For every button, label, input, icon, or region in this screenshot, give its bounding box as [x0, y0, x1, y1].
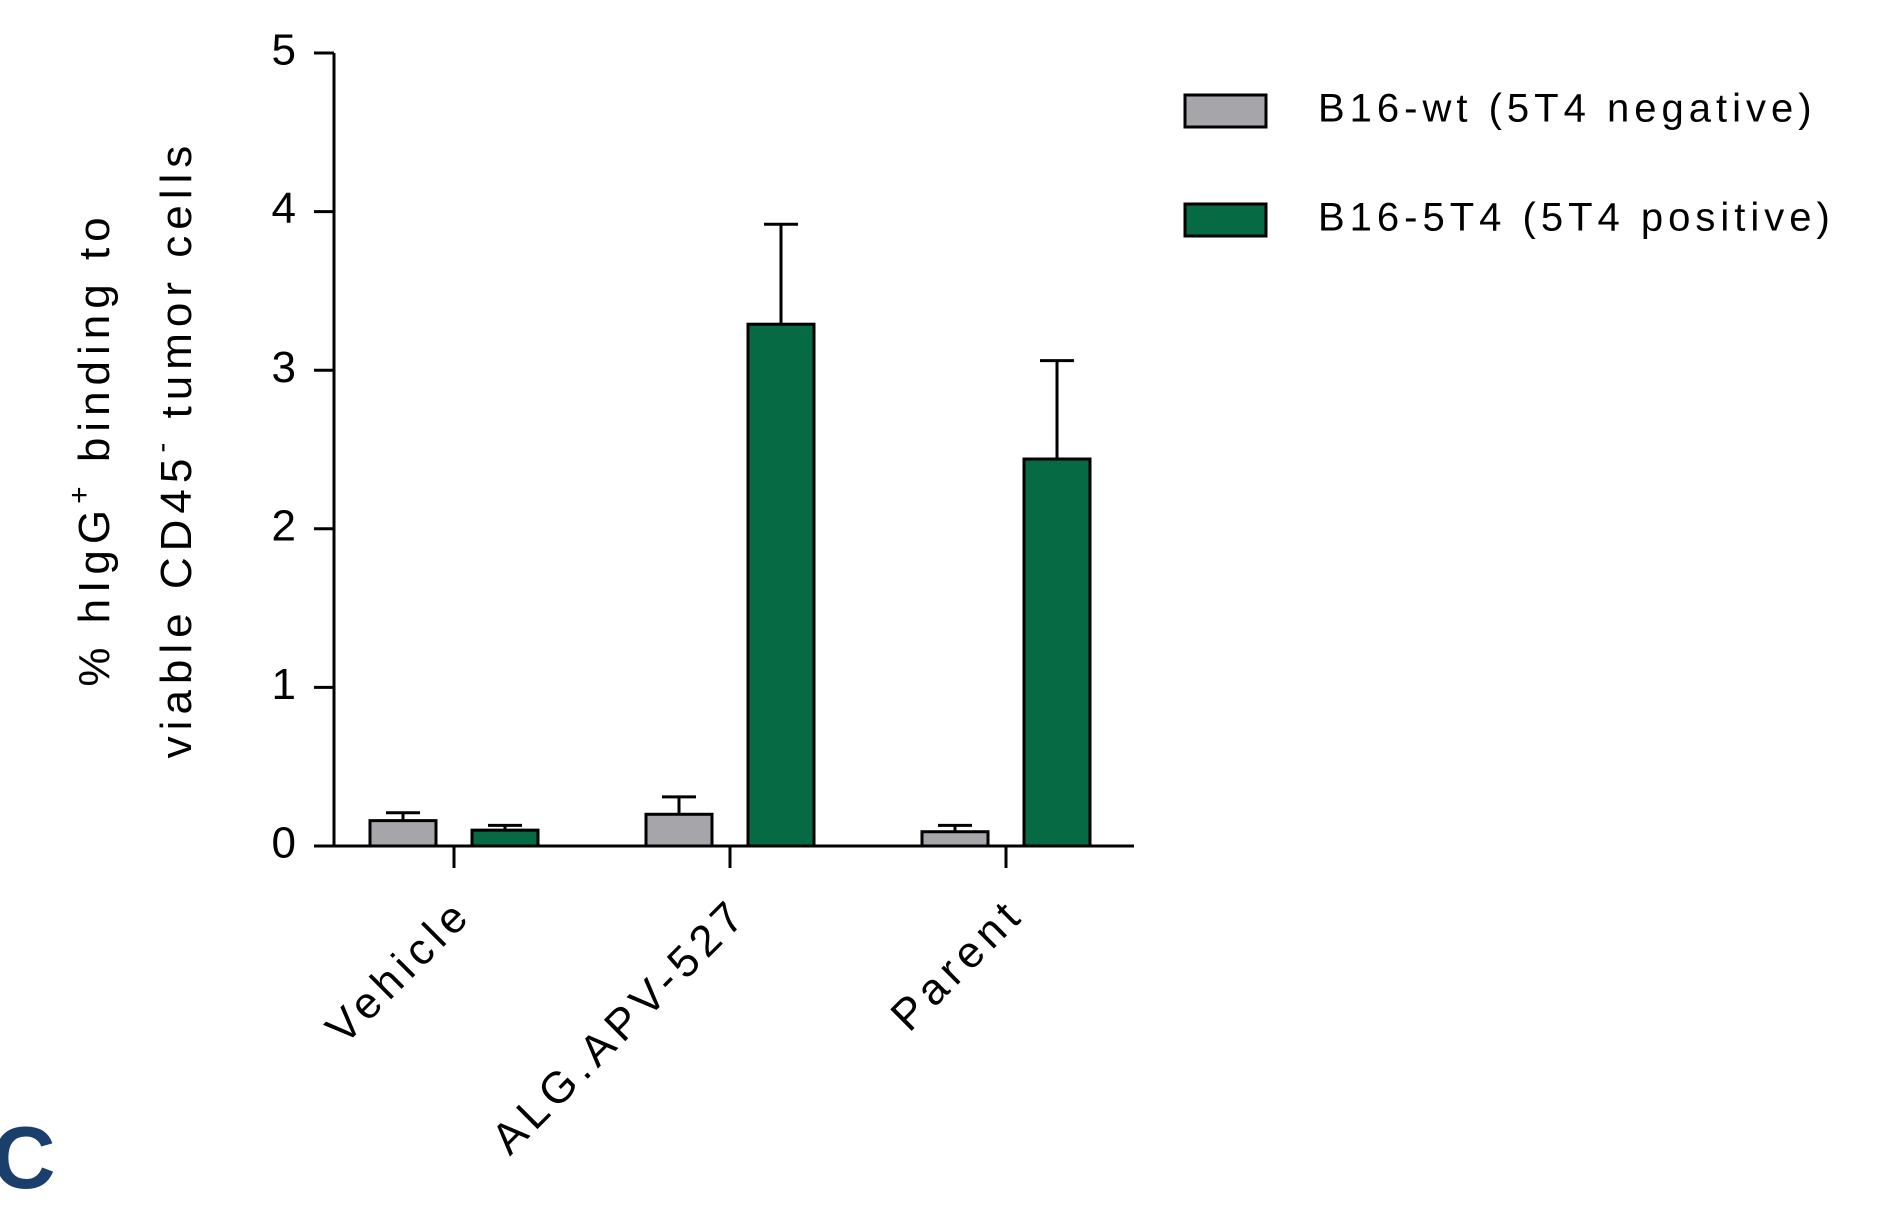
y-ticks: 0 1 2 3 4 5 [272, 26, 334, 868]
x-tick-label: ALG.APV-527 [482, 889, 757, 1164]
axes-layer [314, 53, 1134, 848]
bars-layer [368, 222, 1092, 848]
bar-b16-5t4 [746, 322, 816, 848]
bar-b16-wt [920, 830, 990, 848]
legend-swatch [1183, 202, 1268, 238]
y-tick-label: 2 [272, 501, 296, 550]
y-tick-label: 5 [272, 26, 296, 75]
y-tick-label: 1 [272, 660, 296, 709]
legend-label: B16-wt (5T4 negative) [1318, 87, 1817, 131]
bar-b16-wt [644, 812, 714, 848]
bar-b16-5t4 [470, 828, 540, 848]
y-axis-label-line-2: viable CD45- tumor cells [145, 140, 201, 759]
x-ticks: Vehicle ALG.APV-527 Parent [317, 846, 1034, 1164]
legend-swatch [1183, 93, 1268, 129]
y-axis-label-sup-1: + [63, 480, 96, 504]
x-tick-label: Parent [882, 889, 1034, 1041]
legend: B16-wt (5T4 negative) B16-5T4 (5T4 positi… [1183, 87, 1835, 240]
bar-b16-5t4 [1022, 457, 1092, 848]
legend-label: B16-5T4 (5T4 positive) [1318, 196, 1835, 240]
bar-b16-wt [368, 819, 438, 848]
y-tick-label: 0 [272, 819, 296, 868]
y-tick-label: 4 [272, 184, 296, 233]
x-tick-label: Vehicle [317, 889, 482, 1054]
panel-label: C [0, 1108, 56, 1207]
y-axis-label-line-1: % hIgG+ binding to [63, 211, 119, 686]
y-tick-label: 3 [272, 343, 296, 392]
y-axis-label-sup-2: - [145, 437, 178, 453]
